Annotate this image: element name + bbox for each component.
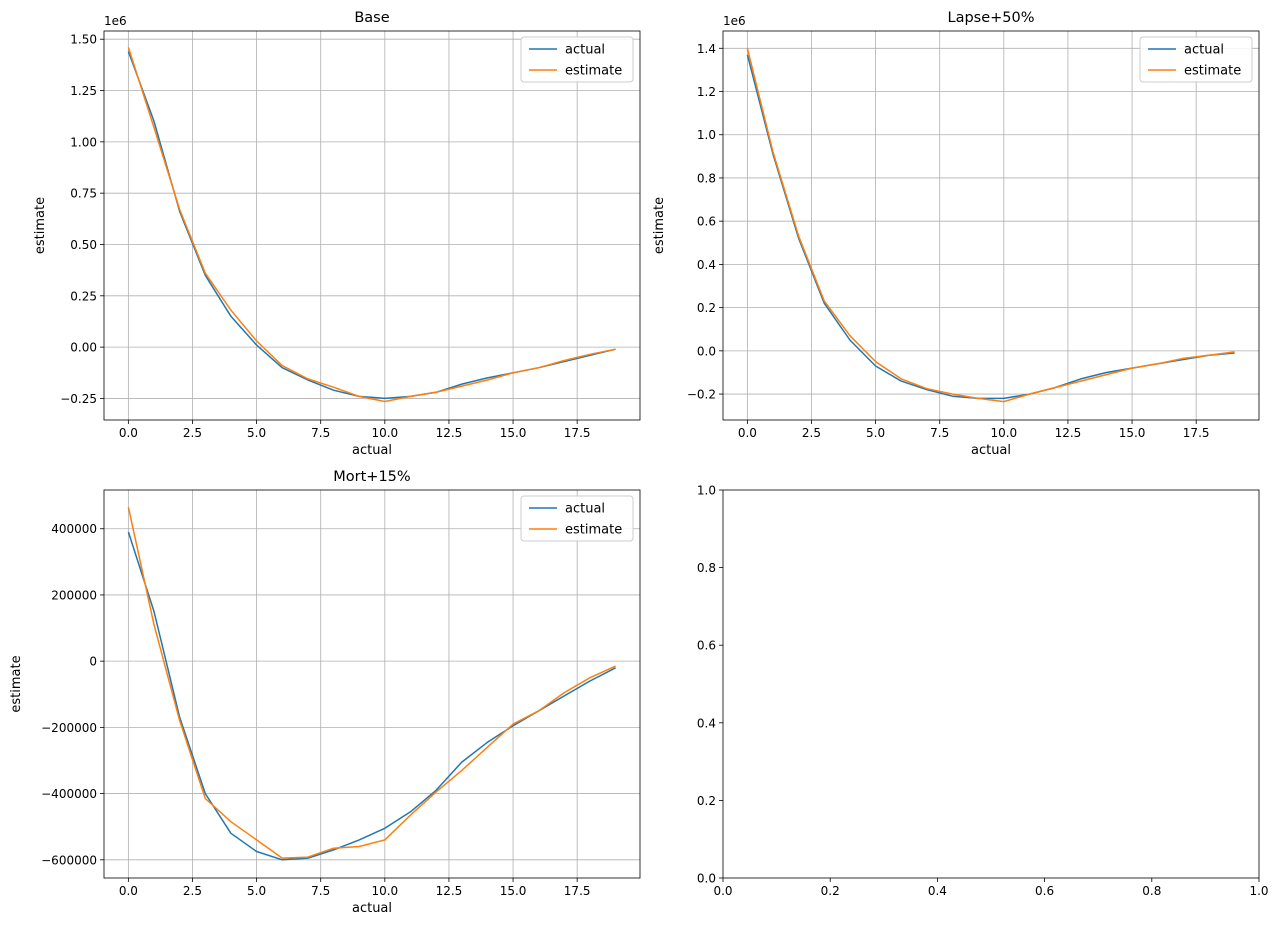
y-tick-label: 0.2 (697, 794, 716, 808)
x-tick-label: 0.0 (119, 426, 138, 440)
legend-label: estimate (565, 523, 622, 538)
x-tick-label: 15.0 (1119, 426, 1146, 440)
legend-label: actual (565, 502, 605, 517)
y-tick-label: 1.4 (697, 42, 716, 56)
axes-frame (103, 489, 641, 879)
x-tick-label: 2.5 (183, 426, 202, 440)
y-tick-label: 0 (89, 655, 97, 669)
x-tick-label: 0.2 (821, 884, 840, 898)
x-tick-label: 15.0 (500, 426, 527, 440)
x-tick-label: 5.0 (247, 426, 266, 440)
x-tick-label: 7.5 (930, 426, 949, 440)
subplot-2 (719, 30, 1260, 424)
x-axis-label: actual (352, 901, 392, 916)
x-tick-label: 12.5 (436, 426, 463, 440)
y-tick-label: 400000 (51, 522, 97, 536)
series-line-actual (746, 54, 1235, 400)
x-tick-label: 17.5 (564, 426, 591, 440)
y-tick-label: −600000 (41, 853, 97, 867)
subplot-title: Base (354, 10, 389, 26)
y-tick-label: 0.00 (70, 341, 97, 355)
x-tick-label: 12.5 (1055, 426, 1082, 440)
x-tick-label: 17.5 (1183, 426, 1210, 440)
subplot-title: Lapse+50% (947, 10, 1034, 26)
x-tick-label: 0.0 (119, 884, 138, 898)
y-axis-label: estimate (33, 197, 48, 254)
x-tick-label: 2.5 (183, 884, 202, 898)
x-tick-label: 12.5 (436, 884, 463, 898)
x-tick-label: 7.5 (311, 884, 330, 898)
y-tick-label: −0.25 (60, 392, 97, 406)
y-tick-label: 1.25 (70, 84, 97, 98)
subplot-3 (100, 489, 641, 882)
series-line-estimate (746, 48, 1235, 403)
x-tick-label: 2.5 (802, 426, 821, 440)
series-line-actual (127, 531, 616, 861)
axes-frame (103, 30, 641, 421)
y-tick-label: −0.2 (687, 388, 716, 402)
y-tick-label: 1.0 (697, 128, 716, 142)
x-tick-label: 10.0 (371, 884, 398, 898)
legend-label: actual (565, 43, 605, 58)
x-tick-label: 5.0 (866, 426, 885, 440)
x-tick-label: 17.5 (564, 884, 591, 898)
x-tick-label: 0.0 (738, 426, 757, 440)
axes-frame (722, 489, 1260, 879)
x-tick-label: 1.0 (1249, 884, 1268, 898)
series-line-estimate (127, 47, 616, 403)
series-line-actual (127, 51, 616, 400)
y-tick-label: 0.4 (697, 258, 716, 272)
y-tick-label: 0.4 (697, 716, 716, 730)
x-tick-label: 0.8 (1142, 884, 1161, 898)
legend-label: estimate (565, 64, 622, 79)
subplot-4 (719, 489, 1260, 882)
y-tick-label: −400000 (41, 787, 97, 801)
y-tick-label: 1.2 (697, 85, 716, 99)
y-tick-label: 0.8 (697, 171, 716, 185)
y-tick-label: 0.6 (697, 639, 716, 653)
y-tick-label: −200000 (41, 721, 97, 735)
y-tick-label: 0.50 (70, 238, 97, 252)
y-tick-label: 0.25 (70, 289, 97, 303)
y-tick-label: 1.0 (697, 484, 716, 498)
legend-label: estimate (1184, 64, 1241, 79)
y-axis-label: estimate (9, 655, 24, 712)
y-axis-label: estimate (652, 197, 667, 254)
y-tick-label: 0.2 (697, 301, 716, 315)
axis-offset-text: 1e6 (104, 14, 127, 28)
y-tick-label: 0.6 (697, 215, 716, 229)
legend-label: actual (1184, 43, 1224, 58)
axes-frame (722, 30, 1260, 421)
y-tick-label: 200000 (51, 588, 97, 602)
x-tick-label: 0.4 (928, 884, 947, 898)
axis-offset-text: 1e6 (723, 14, 746, 28)
subplot-title: Mort+15% (333, 469, 410, 485)
x-axis-label: actual (971, 443, 1011, 458)
y-tick-label: 0.0 (697, 872, 716, 886)
series-line-estimate (127, 507, 616, 859)
y-tick-label: 1.00 (70, 135, 97, 149)
subplot-1 (100, 30, 641, 424)
y-tick-label: 0.75 (70, 187, 97, 201)
x-tick-label: 15.0 (500, 884, 527, 898)
y-tick-label: 0.0 (697, 344, 716, 358)
x-tick-label: 5.0 (247, 884, 266, 898)
x-tick-label: 10.0 (990, 426, 1017, 440)
x-tick-label: 7.5 (311, 426, 330, 440)
x-axis-label: actual (352, 443, 392, 458)
y-tick-label: 1.50 (70, 33, 97, 47)
x-tick-label: 10.0 (371, 426, 398, 440)
y-tick-label: 0.8 (697, 561, 716, 575)
x-tick-label: 0.0 (713, 884, 732, 898)
x-tick-label: 0.6 (1035, 884, 1054, 898)
